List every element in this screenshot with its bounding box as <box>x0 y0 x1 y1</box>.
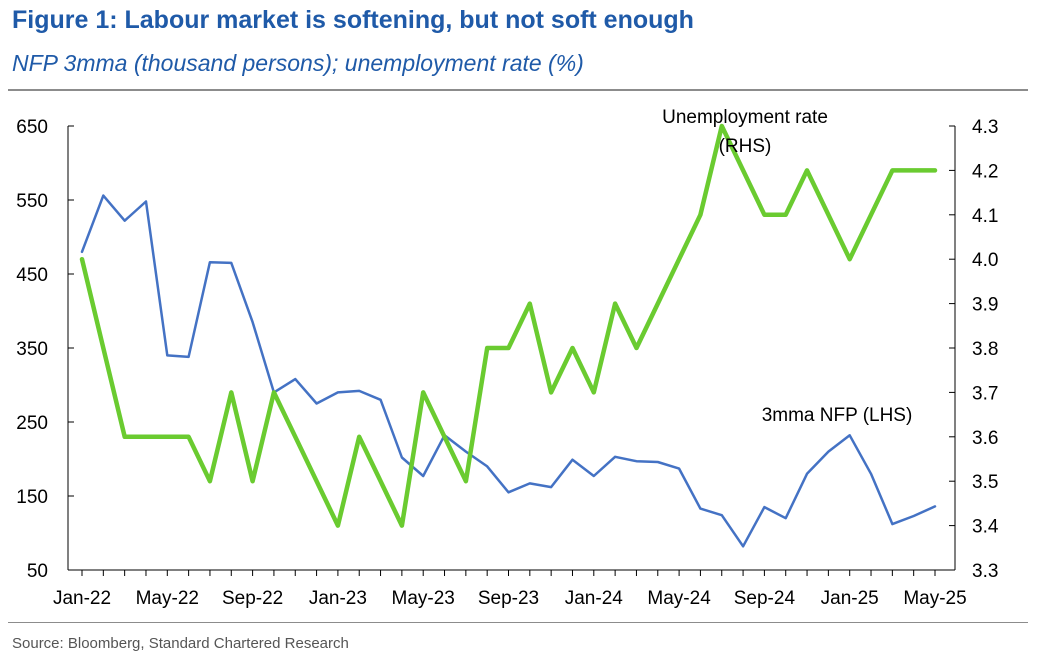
x-axis-tick-label: May-25 <box>903 588 966 609</box>
x-axis-tick-label: Jan-25 <box>821 588 879 609</box>
chart-subtitle: NFP 3mma (thousand persons); unemploymen… <box>12 50 584 76</box>
unemployment-rate-annotation: Unemployment rate <box>662 107 828 128</box>
right-axis-tick-label: 3.7 <box>972 383 998 404</box>
left-axis-tick-label: 350 <box>16 339 48 360</box>
x-axis-tick-label: May-24 <box>647 588 711 609</box>
right-axis-tick-label: 4.1 <box>972 206 998 227</box>
x-axis-tick-label: Jan-23 <box>309 588 367 609</box>
x-axis-tick-label: Jan-24 <box>565 588 624 609</box>
source-note: Source: Bloomberg, Standard Chartered Re… <box>12 635 349 652</box>
left-axis-tick-label: 150 <box>16 487 48 508</box>
right-axis-tick-label: 3.9 <box>972 295 998 316</box>
right-axis-tick-label: 4.0 <box>972 250 998 271</box>
left-axis-tick-label: 50 <box>27 561 48 582</box>
x-axis-tick-label: Sep-22 <box>222 588 283 609</box>
x-axis-tick-label: Sep-23 <box>478 588 539 609</box>
nfp-annotation: 3mma NFP (LHS) <box>762 405 913 426</box>
right-axis-tick-label: 3.4 <box>972 517 999 538</box>
right-axis-tick-label: 3.3 <box>972 561 998 582</box>
right-axis-tick-label: 3.5 <box>972 472 998 493</box>
unemployment-rate-annotation: (RHS) <box>719 136 772 157</box>
x-axis-tick-label: May-23 <box>392 588 455 609</box>
left-axis-tick-label: 650 <box>16 117 48 138</box>
right-axis-tick-label: 4.3 <box>972 117 998 138</box>
left-axis-tick-label: 250 <box>16 413 48 434</box>
bottom-divider <box>8 622 1028 623</box>
x-axis-tick-label: May-22 <box>136 588 199 609</box>
right-axis-tick-label: 3.6 <box>972 428 998 449</box>
x-axis-tick-label: Jan-22 <box>53 588 111 609</box>
right-axis-tick-label: 4.2 <box>972 161 998 182</box>
unemployment-rate-line <box>79 123 938 528</box>
left-axis-tick-label: 450 <box>16 265 48 286</box>
right-axis-tick-label: 3.8 <box>972 339 998 360</box>
chart-title: Figure 1: Labour market is softening, bu… <box>12 6 694 34</box>
x-axis-tick-label: Sep-24 <box>734 588 796 609</box>
left-axis-tick-label: 550 <box>16 191 48 212</box>
top-divider <box>8 89 1028 91</box>
nfp-3mma-line <box>80 194 937 548</box>
